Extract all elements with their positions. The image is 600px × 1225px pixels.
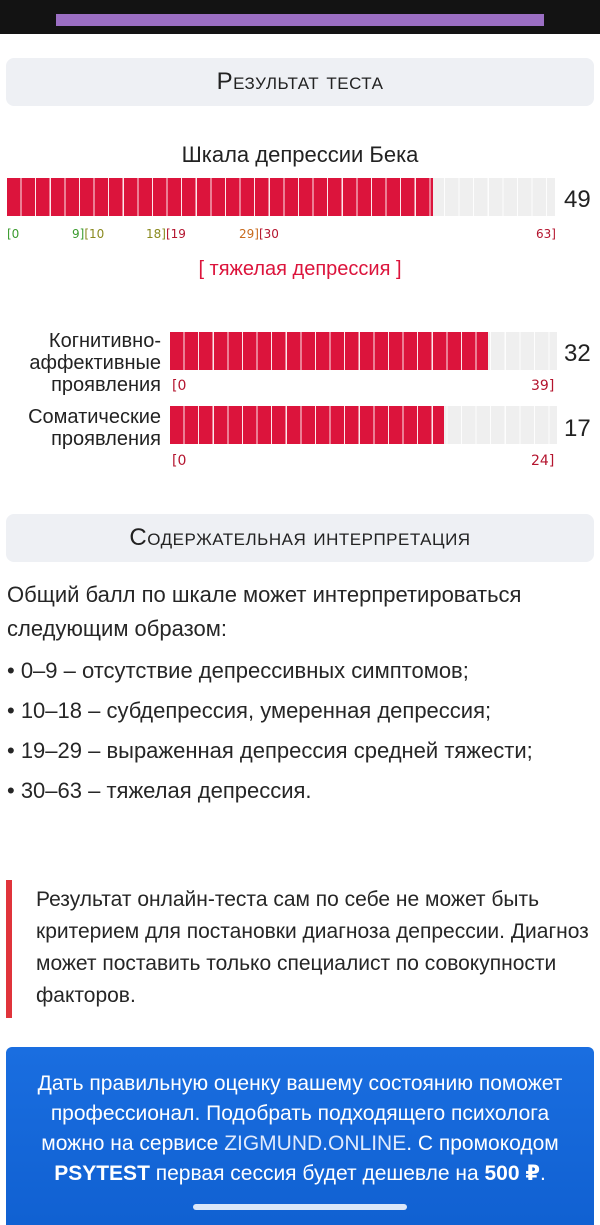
somatic-score: 17 bbox=[564, 415, 591, 442]
scale-title: Шкала депрессии Бека bbox=[181, 142, 419, 167]
tick-label: 63] bbox=[536, 227, 556, 241]
promo-banner: Дать правильную оценку вашему состоянию … bbox=[6, 1047, 594, 1225]
severity-label: [ тяжелая депрессия ] bbox=[198, 258, 402, 280]
zigmund-link[interactable]: ZIGMUND.ONLINE bbox=[224, 1132, 407, 1155]
tick-label: 39] bbox=[531, 378, 555, 394]
interpretation-item: • 30–63 – тяжелая депрессия. bbox=[7, 778, 312, 803]
top-bar bbox=[0, 0, 600, 34]
interpretation-item: • 0–9 – отсутствие депрессивных симптомо… bbox=[7, 658, 469, 683]
interpretation-intro: Общий балл по шкале может интерпретирова… bbox=[7, 582, 522, 641]
interpretation-text: Общий балл по шкале может интерпретирова… bbox=[7, 578, 595, 814]
discount-amount: 500 ₽ bbox=[484, 1162, 540, 1185]
result-heading: Результат теста bbox=[6, 58, 594, 106]
tick-label: 24] bbox=[531, 453, 555, 469]
subscale-label-somatic: Соматические проявления bbox=[28, 406, 161, 450]
tick-label: 29][30 bbox=[239, 227, 279, 241]
total-score: 49 bbox=[564, 186, 591, 213]
tick-label: [0 bbox=[7, 227, 20, 241]
interpretation-item: • 19–29 – выраженная депрессия средней т… bbox=[7, 738, 533, 763]
disclaimer-note: Результат онлайн-теста сам по себе не мо… bbox=[6, 880, 594, 1018]
tick-label: 9][10 bbox=[72, 227, 105, 241]
subscale-label-cognitive: Когнитивно- аффективные проявления bbox=[29, 330, 161, 396]
interpretation-heading: Содержательная интерпретация bbox=[6, 514, 594, 562]
cognitive-score: 32 bbox=[564, 340, 591, 367]
total-score-bar bbox=[7, 178, 555, 216]
home-indicator[interactable] bbox=[193, 1204, 407, 1210]
promo-code: PSYTEST bbox=[54, 1162, 150, 1185]
somatic-score-bar bbox=[170, 406, 557, 444]
tick-label: 18][19 bbox=[146, 227, 186, 241]
tick-label: [0 bbox=[172, 378, 187, 394]
tick-label: [0 bbox=[172, 453, 187, 469]
cognitive-score-bar bbox=[170, 332, 557, 370]
progress-accent-bar bbox=[56, 14, 544, 26]
interpretation-item: • 10–18 – субдепрессия, умеренная депрес… bbox=[7, 698, 492, 723]
